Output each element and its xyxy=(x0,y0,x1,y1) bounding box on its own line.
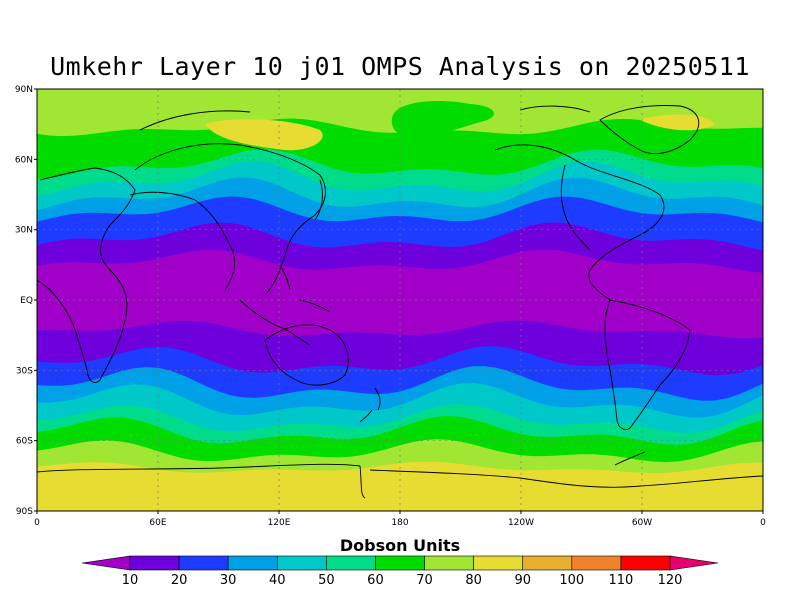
lat-tick-label: 90S xyxy=(16,507,33,517)
lon-tick-label: 180 xyxy=(391,518,408,528)
lon-tick-label: 120W xyxy=(508,518,534,528)
high-ozone-patch-asia xyxy=(205,119,323,151)
high-ozone-patch-greenland xyxy=(640,114,715,131)
colorbar-title: Dobson Units xyxy=(339,536,461,555)
lon-tick-label: 0 xyxy=(34,518,40,528)
chart-title: Umkehr Layer 10 j01 OMPS Analysis on 202… xyxy=(50,52,750,81)
lon-tick-label: 60W xyxy=(632,518,652,528)
lon-tick-label: 60E xyxy=(149,518,166,528)
lat-tick-label: EQ xyxy=(20,296,33,306)
lat-tick-label: 30N xyxy=(15,226,33,236)
grid-lines xyxy=(37,89,763,511)
lat-tick-label: 30S xyxy=(16,366,33,376)
lat-tick-label: 60S xyxy=(16,437,33,447)
arctic-green-blob xyxy=(391,100,494,139)
coastlines xyxy=(37,105,763,499)
lat-tick-label: 60N xyxy=(15,155,33,165)
lon-tick-label: 120E xyxy=(268,518,291,528)
lon-tick-label: 0 xyxy=(760,518,766,528)
lat-tick-label: 90N xyxy=(15,85,33,95)
